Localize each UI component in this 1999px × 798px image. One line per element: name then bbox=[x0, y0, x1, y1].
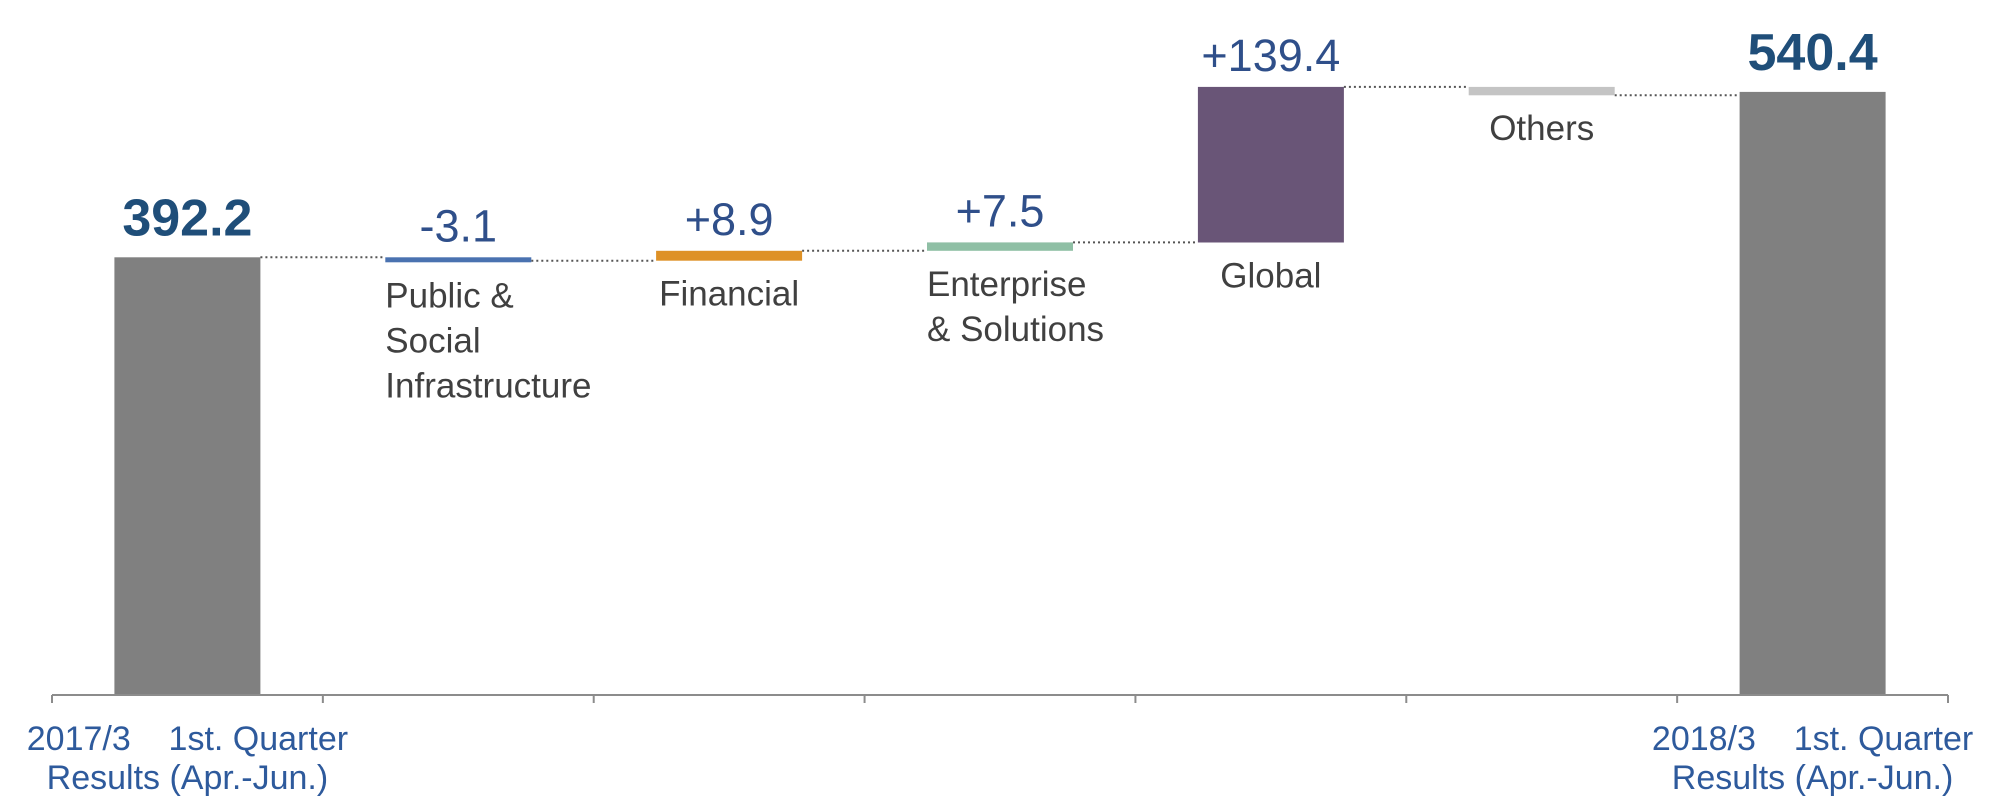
category-label-end-line1: 2018/3 1st. Quarter bbox=[1652, 720, 1973, 758]
category-label-financial-line1: Financial bbox=[659, 275, 799, 314]
category-label-global-line1: Global bbox=[1220, 256, 1321, 295]
value-label-enterprise: +7.5 bbox=[956, 185, 1045, 236]
category-label-enterprise-line2: & Solutions bbox=[927, 310, 1104, 349]
bar-public bbox=[385, 257, 532, 263]
value-label-global: +139.4 bbox=[1201, 30, 1340, 81]
category-label-others-line1: Others bbox=[1489, 109, 1594, 148]
category-label-public-line1: Public & bbox=[385, 276, 513, 315]
bar-financial bbox=[656, 250, 803, 261]
bar-start bbox=[114, 257, 261, 695]
bar-enterprise bbox=[927, 242, 1073, 251]
category-label-start-line2: Results (Apr.-Jun.) bbox=[47, 759, 329, 797]
category-label-public-line2: Social bbox=[385, 321, 480, 360]
bars-group bbox=[114, 86, 1886, 695]
value-label-start: 392.2 bbox=[122, 189, 252, 247]
bar-global bbox=[1197, 86, 1344, 243]
bar-end bbox=[1739, 91, 1886, 695]
value-label-public: -3.1 bbox=[420, 200, 498, 251]
value-label-financial: +8.9 bbox=[685, 194, 774, 245]
connector-lines bbox=[260, 85, 1740, 262]
category-label-public-line3: Infrastructure bbox=[385, 366, 591, 405]
category-label-enterprise-line1: Enterprise bbox=[927, 265, 1087, 304]
category-label-end-line2: Results (Apr.-Jun.) bbox=[1672, 759, 1954, 797]
x-axis-ticks bbox=[51, 695, 1949, 703]
value-label-end: 540.4 bbox=[1748, 24, 1878, 82]
bar-others bbox=[1468, 86, 1615, 96]
category-label-start-line1: 2017/3 1st. Quarter bbox=[27, 720, 348, 758]
